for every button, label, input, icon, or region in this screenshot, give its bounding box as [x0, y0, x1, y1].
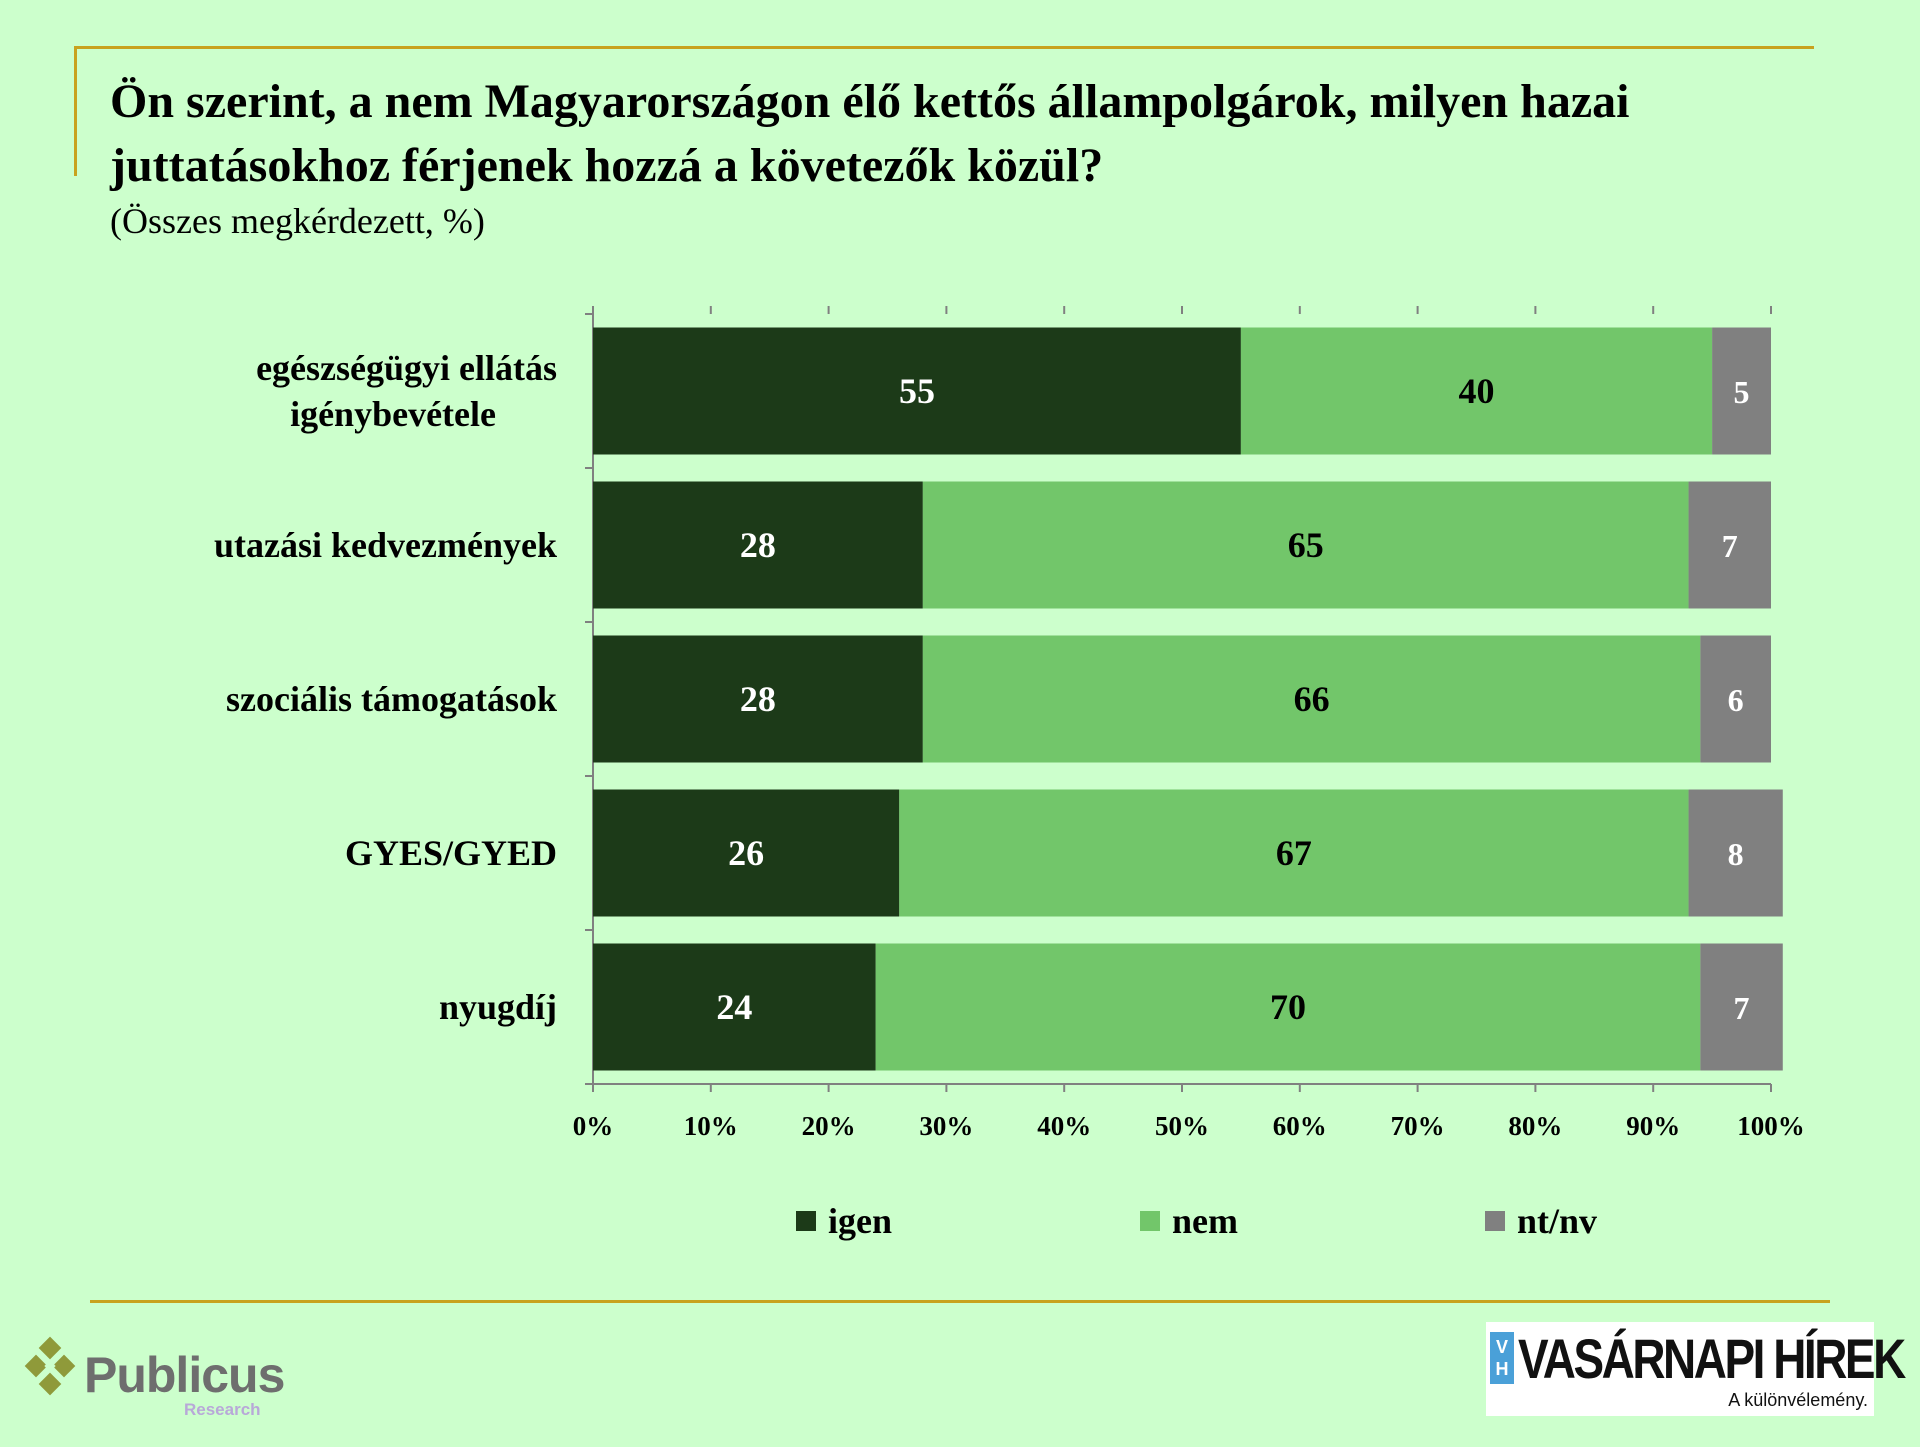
x-tick-label: 70% — [1391, 1111, 1445, 1141]
bar-segment-nt-nv — [1688, 789, 1783, 917]
x-tick-label: 30% — [919, 1111, 973, 1141]
data-label: 55 — [899, 371, 935, 411]
publicus-logo: Publicus Research — [22, 1336, 285, 1436]
bar-segment-igen — [593, 327, 1241, 455]
frame-left-rule — [74, 46, 77, 176]
category-label: GYES/GYED — [345, 833, 557, 873]
bar-segment-nt-nv — [1700, 635, 1771, 763]
data-label: 67 — [1276, 833, 1312, 873]
publicus-subtitle: Research — [184, 1400, 261, 1419]
chart-title: Ön szerint, a nem Magyarországon élő ket… — [110, 75, 1630, 192]
category-label-line: GYES/GYED — [345, 833, 557, 873]
x-tick-label: 40% — [1037, 1111, 1091, 1141]
data-label: 26 — [728, 833, 764, 873]
x-tick-label: 90% — [1626, 1111, 1680, 1141]
vh-tagline: A különvélemény. — [1728, 1390, 1868, 1410]
legend-swatch — [1485, 1211, 1505, 1231]
publicus-name: Publicus — [84, 1347, 285, 1403]
chart-labels: 55 40 5 egészségügyi ellátás igénybevétele 28… — [214, 348, 1750, 1027]
bar-segment-nem — [922, 481, 1689, 609]
bar-segment-nem — [875, 943, 1701, 1071]
bar-segment-igen — [593, 943, 876, 1071]
category-label: egészségügyi ellátás igénybevétele — [256, 348, 557, 434]
data-label: 70 — [1270, 987, 1306, 1027]
vh-name: VASÁRNAPI HÍREK — [1518, 1327, 1906, 1390]
bottom-rule — [90, 1300, 1830, 1303]
category-label: nyugdíj — [439, 987, 557, 1027]
legend-item: igen — [796, 1200, 892, 1242]
data-label: 5 — [1734, 374, 1750, 410]
category-label-line: egészségügyi ellátás — [256, 348, 557, 388]
category-label-line: igénybevétele — [290, 394, 496, 434]
x-tick-label: 20% — [802, 1111, 856, 1141]
vasarnapi-hirek-logo: V H VASÁRNAPI HÍREK A különvélemény. — [1486, 1322, 1906, 1416]
legend-label: nem — [1172, 1201, 1238, 1241]
legend-item: nem — [1140, 1200, 1238, 1242]
legend-label: nt/nv — [1517, 1201, 1598, 1241]
vh-mark-v: V — [1495, 1337, 1508, 1357]
data-label: 65 — [1288, 525, 1324, 565]
chart-bars — [593, 327, 1783, 1071]
bar-segment-nem — [899, 789, 1689, 917]
x-tick-label: 50% — [1155, 1111, 1209, 1141]
frame-top-rule — [74, 46, 1814, 49]
category-label-line: utazási kedvezmények — [214, 525, 557, 565]
chart-subtitle: (Összes megkérdezett, %) — [110, 201, 485, 241]
x-tick-label: 0% — [573, 1111, 614, 1141]
bar-segment-nt-nv — [1700, 943, 1783, 1071]
x-tick-label: 60% — [1273, 1111, 1327, 1141]
bar-segment-nt-nv — [1688, 481, 1771, 609]
category-label: utazási kedvezmények — [214, 525, 557, 565]
bar-segment-igen — [593, 635, 923, 763]
data-label: 7 — [1734, 990, 1750, 1026]
data-label: 8 — [1728, 836, 1744, 872]
stacked-bar-chart: 0% 10% 20% 30% 40% 50% 60% 70% 80% 90% 100% 55 40 5 e… — [214, 306, 1805, 1141]
category-label: szociális támogatások — [226, 679, 557, 719]
x-tick-label: 100% — [1737, 1111, 1805, 1141]
category-label-line: szociális támogatások — [226, 679, 557, 719]
bar-segment-igen — [593, 789, 900, 917]
bar-segment-igen — [593, 481, 923, 609]
legend-swatch — [796, 1211, 816, 1231]
chart-legend: igen nem nt/nv — [780, 1200, 1880, 1260]
x-tick-label: 10% — [684, 1111, 738, 1141]
bar-segment-nem — [922, 635, 1701, 763]
legend-swatch — [1140, 1211, 1160, 1231]
publicus-diamonds-icon — [24, 1336, 76, 1396]
data-label: 24 — [716, 987, 752, 1027]
bar-segment-nem — [1240, 327, 1713, 455]
data-label: 28 — [740, 525, 776, 565]
bar-segment-nt-nv — [1712, 327, 1771, 455]
x-tick-label: 80% — [1508, 1111, 1562, 1141]
data-label: 6 — [1728, 682, 1744, 718]
data-label: 28 — [740, 679, 776, 719]
vh-mark-h: H — [1495, 1359, 1509, 1379]
data-label: 40 — [1459, 371, 1495, 411]
legend-label: igen — [828, 1201, 893, 1241]
category-label-line: nyugdíj — [439, 987, 557, 1027]
data-label: 66 — [1294, 679, 1330, 719]
data-label: 7 — [1722, 528, 1738, 564]
legend-item: nt/nv — [1485, 1200, 1597, 1242]
vh-mark-icon: V H — [1490, 1332, 1514, 1384]
